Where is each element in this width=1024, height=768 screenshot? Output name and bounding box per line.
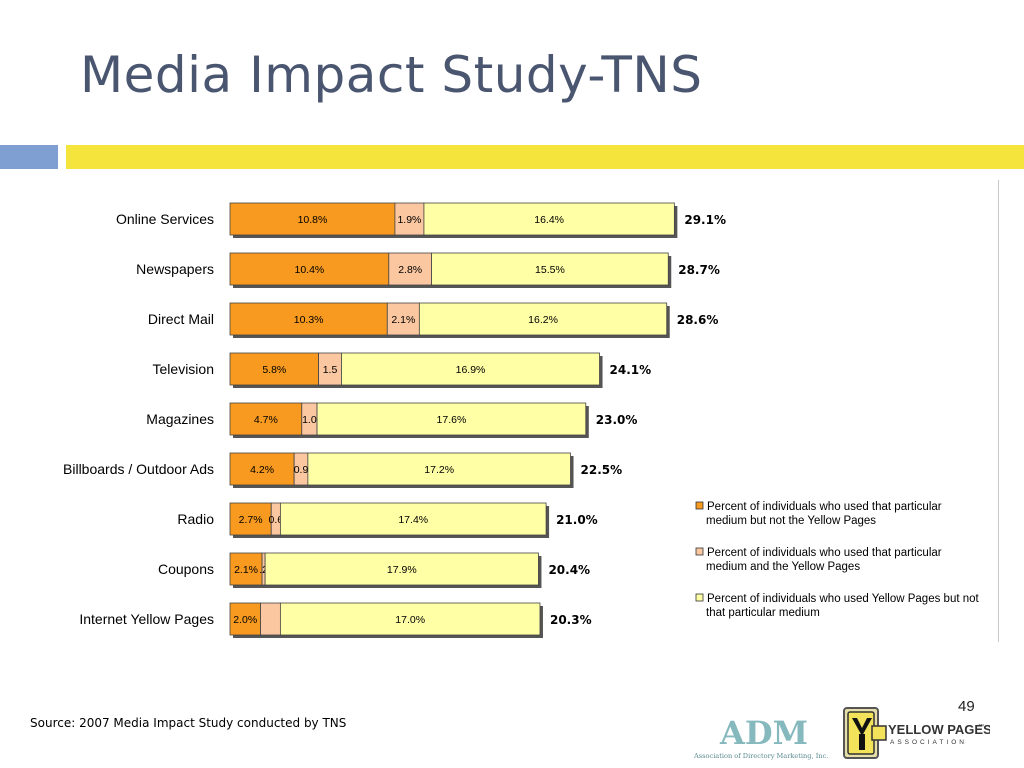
bar-value-label: .2 (259, 564, 268, 576)
accent-band-blue (0, 145, 58, 169)
bar-value-label: 17.2% (424, 464, 454, 476)
adm-logo-text: ADM (719, 714, 808, 752)
bar-value-label: 5.8% (262, 364, 286, 376)
category-label: Internet Yellow Pages (79, 611, 214, 627)
bar-value-label: 17.0% (395, 614, 425, 626)
bar-value-label: 4.7% (254, 414, 278, 426)
bar-segment (431, 252, 669, 286)
bar-value-label: 1.9% (397, 214, 421, 226)
legend-entry: Percent of individuals who used that par… (706, 547, 942, 573)
bar-value-label: 17.4% (398, 514, 428, 526)
stacked-bar-chart: Online Services 10.8% 1.9% 16.4% 29.1% Newspa… (63, 202, 980, 638)
category-label: Online Services (116, 211, 214, 227)
bar-value-label: 0.9 (294, 464, 309, 476)
bar-total-label: 28.6% (677, 313, 719, 327)
bar-value-label: 17.6% (437, 414, 467, 426)
bar-segment (418, 302, 668, 336)
bar-value-label: 15.5% (535, 264, 565, 276)
category-label: Magazines (146, 411, 214, 427)
bar-segment (264, 552, 539, 586)
category-label: Direct Mail (148, 311, 214, 327)
bar-value-label: 16.9% (456, 364, 486, 376)
source-note: Source: 2007 Media Impact Study conducte… (30, 716, 347, 730)
bar-segment (229, 402, 303, 436)
bar-total-label: 22.5% (581, 463, 623, 477)
category-label: Coupons (158, 561, 214, 577)
bar-segment (279, 502, 547, 536)
bar-value-label: 2.1% (391, 314, 415, 326)
bar-value-label: 2.1% (234, 564, 258, 576)
bar-segment (229, 552, 263, 586)
bar-segment (229, 602, 261, 636)
bar-total-label: 20.4% (548, 563, 590, 577)
bar-segment (229, 302, 388, 336)
bar-value-label: 0.6 (269, 514, 284, 526)
bar-total-label: 24.1% (610, 363, 652, 377)
bar-value-label: 4.2% (250, 464, 274, 476)
bar-value-label: 16.2% (528, 314, 558, 326)
bar-total-label: 21.0% (556, 513, 598, 527)
bar-value-label: 17.9% (387, 564, 417, 576)
legend-swatch (695, 501, 704, 510)
bar-value-label: 1.5 (323, 364, 338, 376)
bar-segment (229, 252, 390, 286)
bar-value-label: 10.3% (294, 314, 324, 326)
accent-band-yellow (66, 145, 1024, 169)
bar-total-label: 20.3% (550, 613, 592, 627)
category-label: Radio (177, 511, 214, 527)
bar-value-label: 16.4% (534, 214, 564, 226)
bar-value-label: 10.4% (295, 264, 325, 276)
adm-logo: ADM Association of Directory Marketing, … (694, 714, 828, 760)
slide-title: Media Impact Study-TNS (80, 46, 703, 104)
bar-total-label: 23.0% (596, 413, 638, 427)
bar-segment (388, 252, 432, 286)
bar-segment (307, 452, 571, 486)
legend-swatch (695, 547, 704, 556)
legend-entry: Percent of individuals who used that par… (706, 501, 942, 527)
legend-entry: Percent of individuals who used Yellow P… (706, 593, 980, 619)
ypa-logo-tm: ™ (978, 723, 984, 730)
yellow-pages-association-logo: YELLOW PAGES ™ ASSOCIATION (843, 707, 990, 759)
category-label: Billboards / Outdoor Ads (63, 461, 214, 477)
adm-logo-subtitle: Association of Directory Marketing, Inc. (694, 752, 828, 760)
bar-segment (229, 202, 396, 236)
bar-value-label: 2.7% (239, 514, 263, 526)
bar-segment (229, 452, 295, 486)
legend-swatch (695, 593, 704, 602)
ypa-logo-text: YELLOW PAGES (888, 722, 990, 737)
bar-segment (341, 352, 600, 386)
bar-total-label: 29.1% (684, 213, 726, 227)
divider-line (998, 180, 999, 642)
category-label: Television (153, 361, 214, 377)
bar-value-label: 1.0 (302, 414, 317, 426)
bar-segment (229, 352, 319, 386)
bar-total-label: 28.7% (678, 263, 720, 277)
bar-value-label: 10.8% (298, 214, 328, 226)
page-number: 49 (958, 698, 975, 715)
bar-segment (316, 402, 587, 436)
bar-segment (279, 602, 541, 636)
ypa-logo-subtext: ASSOCIATION (890, 739, 967, 746)
bar-value-label: 2.8% (398, 264, 422, 276)
bar-segment (260, 602, 281, 636)
bar-segment (423, 202, 675, 236)
bar-value-label: 2.0% (233, 614, 257, 626)
bar-segment (229, 502, 272, 536)
category-label: Newspapers (136, 261, 214, 277)
